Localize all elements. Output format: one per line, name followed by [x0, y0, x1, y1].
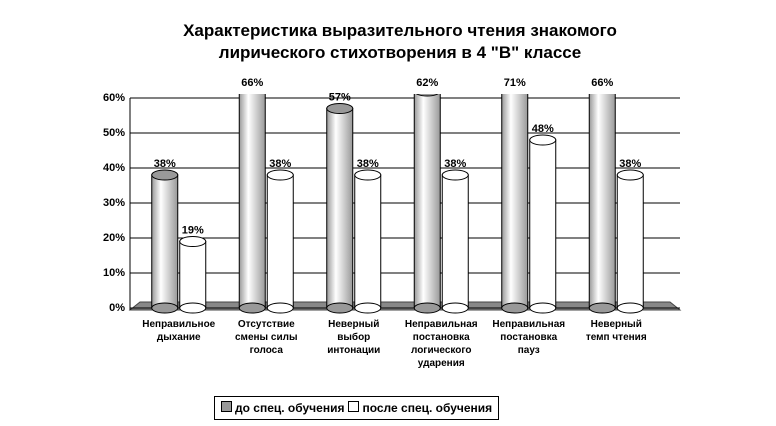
bar-body [501, 94, 529, 309]
x-tick-label: Неправильная постановка логического удар… [404, 319, 478, 369]
bar-base [179, 302, 207, 314]
legend: до спец. обучения после спец. обучения [214, 396, 500, 420]
bar [238, 94, 266, 314]
bar-base [354, 302, 382, 314]
bar-top [441, 169, 469, 181]
bar [529, 134, 557, 314]
y-tick-label: 50% [103, 127, 125, 139]
bar-top [529, 134, 557, 146]
legend-item: до спец. обучения [221, 401, 344, 415]
bar [441, 169, 469, 314]
bar-base [238, 302, 266, 314]
bar [151, 169, 179, 314]
data-label: 66% [591, 77, 613, 89]
y-tick-label: 40% [103, 162, 125, 174]
bar-top [151, 169, 179, 181]
legend-swatch [348, 401, 360, 412]
y-tick-label: 0% [109, 302, 125, 314]
x-tick-label: Неправильное дыхание [142, 319, 216, 343]
x-tick-label: Неправильная постановка пауз [492, 319, 566, 356]
data-label: 19% [182, 224, 204, 236]
bar-top [415, 94, 439, 97]
y-tick-label: 20% [103, 232, 125, 244]
x-tick-label: Отсутствие смены силы голоса [235, 319, 298, 356]
x-tick-label: Неверный темп чтения [585, 319, 647, 343]
legend-swatch [221, 401, 232, 412]
bar-base [616, 302, 644, 314]
bar-base [441, 302, 469, 314]
data-label: 38% [357, 158, 379, 170]
bar-top [502, 55, 528, 65]
bar [616, 169, 644, 314]
bar-top [266, 169, 294, 181]
legend-label: до спец. обучения [235, 401, 345, 415]
data-label: 66% [241, 77, 263, 89]
bar-body [238, 94, 266, 309]
legend-item: после спец. обучения [348, 401, 492, 415]
bar-base [588, 302, 616, 314]
bar [413, 94, 441, 314]
data-label: 62% [416, 77, 438, 89]
bar-body [588, 94, 616, 309]
data-label: 57% [329, 91, 351, 103]
bar-base [151, 302, 179, 314]
bar-top [326, 103, 354, 114]
bar-base [501, 302, 529, 314]
bar-body [616, 174, 644, 309]
bar-body [326, 108, 354, 309]
bar-body [151, 174, 179, 309]
bar-body [441, 174, 469, 309]
bar-body [354, 174, 382, 309]
bar [266, 169, 294, 314]
data-label: 38% [269, 158, 291, 170]
bar [354, 169, 382, 314]
bar-top [616, 169, 644, 181]
bar-top [354, 169, 382, 181]
data-label: 38% [619, 158, 641, 170]
bar-body [529, 139, 557, 309]
bar-base [413, 302, 441, 314]
bar-top [179, 236, 207, 247]
data-label: 48% [532, 123, 554, 135]
plot [151, 55, 644, 314]
bar-base [529, 302, 557, 314]
data-label: 38% [444, 158, 466, 170]
bar [588, 94, 616, 314]
data-label: 38% [154, 158, 176, 170]
x-tick-label: Неверный выбор интонации [327, 319, 381, 356]
y-tick-label: 10% [103, 267, 125, 279]
y-tick-label: 30% [103, 197, 125, 209]
bar-base [266, 302, 294, 314]
y-tick-label: 60% [103, 92, 125, 104]
chart-title: Характеристика выразительного чтения зна… [183, 21, 617, 62]
bar-body [179, 241, 207, 309]
bar [501, 55, 529, 314]
bar [326, 103, 354, 314]
bar-body [413, 94, 441, 309]
legend-label: после спец. обучения [362, 401, 493, 415]
bar [179, 236, 207, 314]
bar-body [266, 174, 294, 309]
data-label: 71% [504, 77, 526, 89]
bar-base [326, 302, 354, 314]
